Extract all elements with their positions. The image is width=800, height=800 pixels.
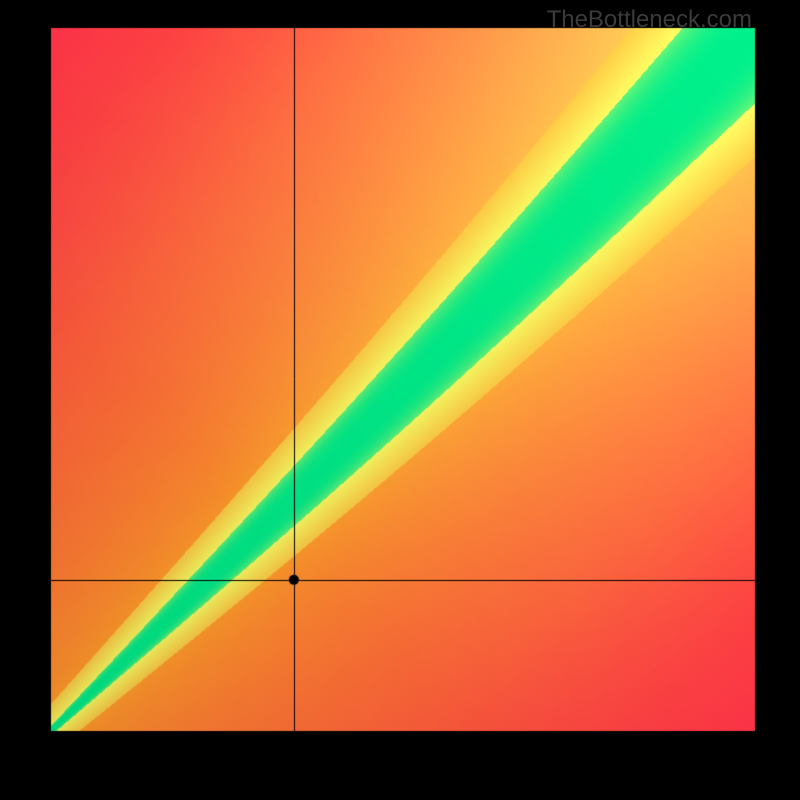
crosshair-overlay: [0, 0, 800, 800]
watermark-text: TheBottleneck.com: [547, 6, 752, 34]
chart-container: TheBottleneck.com: [0, 0, 800, 800]
